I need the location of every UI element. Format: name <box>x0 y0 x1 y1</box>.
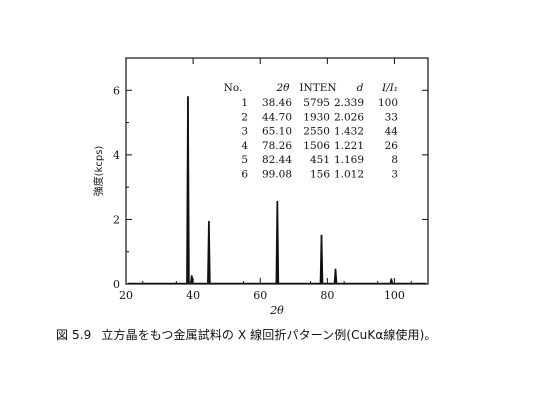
table-cell: 8 <box>391 154 398 166</box>
x-tick-label: 40 <box>186 289 200 302</box>
x-axis-label: 2θ <box>269 304 284 317</box>
table-cell: 1.221 <box>334 140 364 152</box>
x-tick-label: 20 <box>119 289 133 302</box>
y-axis-label: 強度(kcps) <box>92 146 105 197</box>
table-cell: 1506 <box>303 140 330 152</box>
table-cell: 2 <box>241 111 248 123</box>
figure-number: 図 5.9 <box>56 328 92 342</box>
y-tick-label: 6 <box>113 84 120 97</box>
table-cell: 2.026 <box>334 111 364 123</box>
table-cell: 100 <box>378 97 398 109</box>
table-header: No. <box>224 82 243 94</box>
table-cell: 4 <box>241 140 248 152</box>
diffraction-trace <box>127 96 427 285</box>
xrd-chart: 20 40 60 80 100 0 2 4 6 2θ 強度(kcps) No. 2θ INTEN d… <box>92 57 429 317</box>
table-cell: 5795 <box>303 97 330 109</box>
table-cell: 1 <box>241 97 248 109</box>
table-cell: 451 <box>310 154 330 166</box>
table-cell: 1.432 <box>334 126 364 138</box>
table-cell: 2.339 <box>334 97 364 109</box>
table-cell: 5 <box>241 154 248 166</box>
table-cell: 44 <box>385 126 399 138</box>
table-cell: 99.08 <box>262 169 292 181</box>
x-tick-label: 80 <box>320 289 334 302</box>
table-cell: 3 <box>241 126 248 138</box>
y-tick-label: 0 <box>113 278 120 291</box>
table-cell: 78.26 <box>262 140 292 152</box>
table-cell: 1930 <box>303 111 330 123</box>
table-header: d <box>357 82 364 94</box>
table-cell: 38.46 <box>262 97 292 109</box>
y-tick-label: 2 <box>113 213 120 226</box>
table-header: 2θ <box>275 82 290 94</box>
table-cell: 2550 <box>303 126 330 138</box>
table-cell: 3 <box>391 169 398 181</box>
x-tick-label: 100 <box>384 289 405 302</box>
table-cell: 1.012 <box>334 169 364 181</box>
caption-text: 立方晶をもつ金属試料の X 線回折パターン例(CuKα線使用)。 <box>101 328 437 342</box>
table-cell: 33 <box>385 111 398 123</box>
figure-caption: 図 5.9 立方晶をもつ金属試料の X 線回折パターン例(CuKα線使用)。 <box>56 326 447 343</box>
xrd-series-line <box>127 96 427 285</box>
peak-table: No. 2θ INTEN d I/I₁ 1 38.46 5795 2.339 100 2 44.70 1… <box>224 82 399 181</box>
table-cell: 26 <box>385 140 399 152</box>
table-cell: 6 <box>241 169 248 181</box>
table-cell: 44.70 <box>262 111 292 123</box>
table-header: INTEN <box>299 82 336 94</box>
table-cell: 156 <box>310 169 330 181</box>
x-tick-label: 60 <box>253 289 267 302</box>
table-header: I/I₁ <box>381 82 398 94</box>
y-tick-label: 4 <box>113 149 120 162</box>
table-cell: 65.10 <box>262 126 292 138</box>
table-cell: 82.44 <box>262 154 292 166</box>
table-cell: 1.169 <box>334 154 364 166</box>
